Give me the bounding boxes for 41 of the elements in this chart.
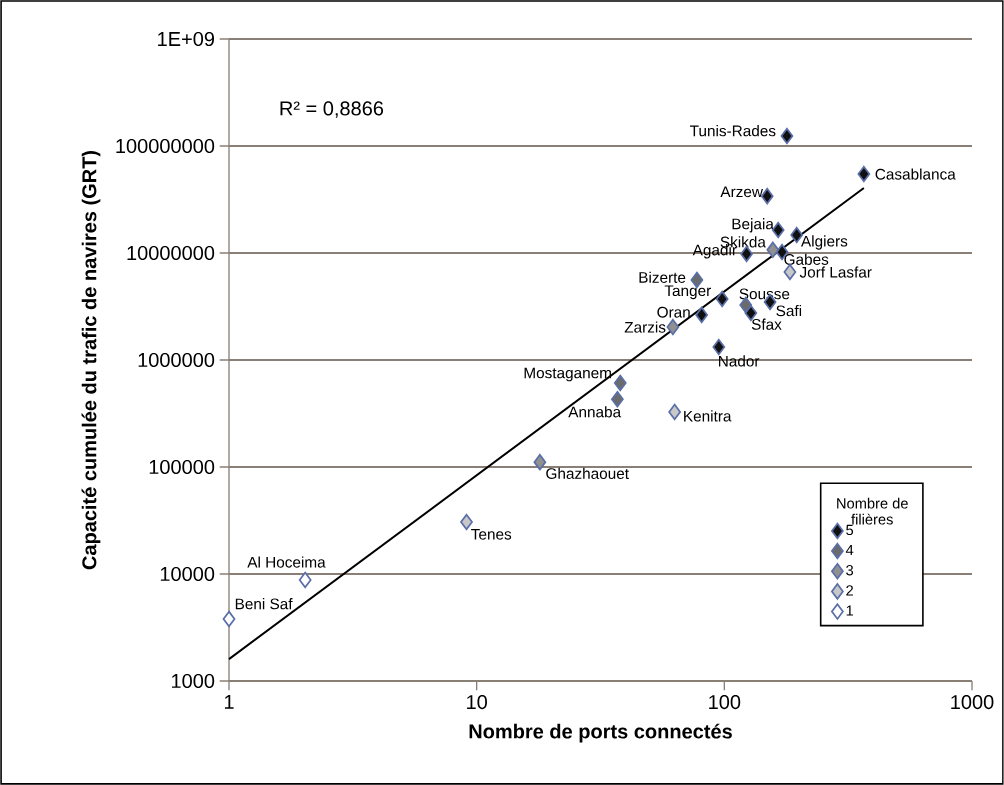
y-tick-label: 100000: [149, 459, 215, 475]
annotation: Jorf Lasfar: [799, 266, 872, 278]
annotation: Sfax: [751, 318, 782, 330]
annotation: Zarzis: [624, 321, 666, 333]
annotation: Oran: [657, 306, 690, 318]
annotation: Bizerte: [639, 271, 686, 283]
annotation: Casablanca: [875, 168, 956, 180]
annotation: Beni Saf: [235, 598, 293, 610]
legend-label: 2: [846, 585, 853, 596]
x-axis-title: Nombre de ports connectés: [469, 723, 732, 743]
y-tick-label: 10000: [160, 566, 215, 582]
annotation: Tunis-Rades: [690, 125, 776, 137]
legend-title: Nombre de filières: [837, 497, 908, 525]
annotation: Tanger: [664, 285, 711, 300]
y-tick-label: 1000000: [138, 352, 215, 368]
annotation: Annaba: [568, 406, 622, 418]
annotation: Gabes: [784, 253, 829, 265]
y-tick-label: 1000: [172, 673, 215, 689]
annotation: Algiers: [800, 235, 848, 250]
legend-label: 5: [846, 524, 854, 536]
annotation: Bejaia: [732, 218, 774, 233]
annotation: Safi: [776, 304, 802, 317]
y-tick-label: 10000000: [127, 245, 215, 261]
y-axis-title: Capacité cumulée du trafic de navires (GRT): [81, 150, 101, 570]
annotation: Mostaganem: [524, 367, 611, 382]
x-tick-label: 100: [709, 694, 741, 710]
annotation: Ghazhaouet: [546, 467, 629, 479]
x-tick-label: 1000: [951, 694, 994, 710]
y-tick-label: 100000000: [116, 138, 215, 154]
annotation: Arzew: [720, 186, 763, 198]
legend-label: 1: [846, 605, 854, 616]
x-tick-label: 10: [467, 694, 487, 710]
legend-label: 4: [845, 544, 854, 556]
annotation: R² = 0,8866: [280, 101, 384, 118]
y-tick-label: 1E+09: [158, 31, 215, 47]
annotation: Tenes: [471, 528, 512, 540]
x-tick-label: 1: [224, 694, 234, 709]
annotation: Nador: [719, 355, 760, 367]
annotation: Kenitra: [684, 410, 732, 422]
annotation: Al Hoceima: [247, 556, 326, 568]
legend-label: 3: [846, 565, 854, 576]
